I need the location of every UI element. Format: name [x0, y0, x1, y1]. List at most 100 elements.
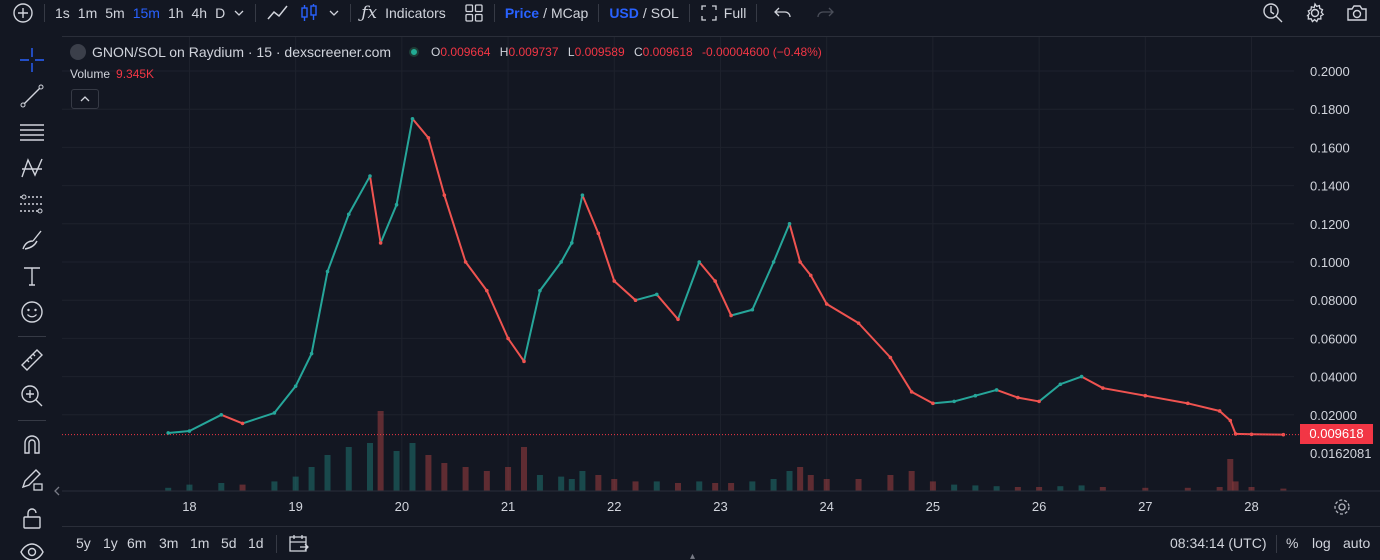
- prediction-tool[interactable]: [16, 188, 48, 220]
- trend-line-tool[interactable]: [16, 80, 48, 112]
- volume-bar: [1216, 487, 1223, 491]
- volume-bar: [271, 481, 278, 491]
- interval-4h[interactable]: 4h: [191, 4, 208, 21]
- price-segment: [188, 413, 222, 432]
- volume-bar: [951, 484, 958, 491]
- interval-1h[interactable]: 1h: [167, 4, 184, 21]
- price-point: [580, 193, 585, 197]
- pattern-tool[interactable]: [16, 152, 48, 184]
- settings-button[interactable]: [1300, 0, 1330, 25]
- ohlc-values: O0.009664 H0.009737 L0.009589 C0.009618 …: [431, 45, 828, 59]
- currency-toggle[interactable]: USD / SOL: [605, 0, 682, 25]
- add-symbol-button[interactable]: [8, 0, 38, 25]
- redo-button[interactable]: [811, 0, 839, 25]
- axis-settings-icon[interactable]: [1332, 497, 1352, 517]
- price-point: [346, 212, 351, 217]
- open-key: O: [431, 45, 441, 59]
- change-value: -0.00004600 (−0.48%): [702, 45, 822, 59]
- range-1y[interactable]: 1y: [103, 535, 118, 551]
- resize-handle-icon[interactable]: ▴: [690, 551, 696, 560]
- range-6m[interactable]: 6m: [127, 535, 147, 551]
- lock-open-icon: [23, 508, 41, 529]
- goto-date-button[interactable]: [288, 533, 310, 558]
- price-point: [1249, 432, 1254, 437]
- indicators-button[interactable]: ƒx Indicators: [357, 0, 450, 25]
- symbol-legend: GNON/SOL on Raydium · 15 · dexscreener.c…: [70, 42, 828, 62]
- price-point: [798, 260, 802, 264]
- interval-1m[interactable]: 1m: [77, 4, 98, 21]
- y-tick-label: 0.1800: [1310, 102, 1350, 117]
- log-scale-toggle[interactable]: log: [1312, 535, 1331, 551]
- price-point: [272, 411, 277, 415]
- close-key: C: [633, 45, 643, 59]
- range-1m[interactable]: 1m: [190, 535, 210, 551]
- layout-templates-button[interactable]: [460, 0, 488, 25]
- price-segment: [788, 223, 802, 263]
- volume-bar: [377, 411, 384, 491]
- last-price-label[interactable]: 0.009618: [1300, 424, 1373, 444]
- range-1d[interactable]: 1d: [248, 535, 264, 551]
- crosshair-tool[interactable]: [16, 44, 48, 76]
- price-option[interactable]: Price: [504, 4, 540, 21]
- price-point: [973, 393, 978, 398]
- interval-dropdown-button[interactable]: [229, 0, 249, 25]
- price-point: [569, 241, 574, 245]
- function-icon: ƒx: [361, 2, 378, 23]
- brush-tool[interactable]: [16, 224, 48, 256]
- text-tool[interactable]: [16, 260, 48, 292]
- interval-5m[interactable]: 5m: [105, 4, 125, 21]
- chart-type-dropdown[interactable]: [324, 0, 344, 25]
- price-point: [994, 388, 999, 392]
- candles-type-button[interactable]: [294, 0, 324, 25]
- magnet-tool[interactable]: [16, 428, 48, 460]
- volume-bar: [1078, 485, 1085, 491]
- screenshot-button[interactable]: [1342, 0, 1372, 25]
- x-tick-label: 26: [1032, 499, 1046, 514]
- horizontal-lines-tool[interactable]: [16, 116, 48, 148]
- volume-bar: [393, 451, 400, 491]
- price-segment: [1102, 387, 1146, 397]
- price-segment: [809, 274, 828, 305]
- price-point: [485, 288, 489, 293]
- zoom-in-tool[interactable]: [16, 380, 48, 412]
- mcap-option[interactable]: MCap: [550, 4, 589, 21]
- fullscreen-button[interactable]: Full: [696, 0, 751, 25]
- usd-option[interactable]: USD: [609, 4, 639, 21]
- toolbar-divider: [756, 3, 758, 22]
- price-segment: [799, 261, 812, 276]
- legend-collapse-button[interactable]: [71, 89, 99, 109]
- interval-15m[interactable]: 15m: [132, 4, 160, 21]
- measure-tool[interactable]: [16, 344, 48, 376]
- interval-1s[interactable]: 1s: [55, 4, 70, 21]
- chart-pane[interactable]: 0.2000 0.1800 0.1600 0.1400 0.1200 0.1000 0.08…: [62, 36, 1380, 560]
- price-point: [856, 321, 861, 325]
- price-segment: [953, 394, 976, 403]
- slash-separator: /: [543, 4, 547, 21]
- stay-in-drawing-tool[interactable]: [16, 464, 48, 496]
- volume-bar: [1248, 487, 1255, 491]
- range-5d[interactable]: 5d: [221, 535, 237, 551]
- interval-d[interactable]: D: [215, 4, 226, 21]
- lock-drawings-tool[interactable]: [16, 502, 48, 534]
- range-3m[interactable]: 3m: [159, 535, 179, 551]
- collapse-toolbar-button[interactable]: [52, 484, 62, 504]
- hide-drawings-tool[interactable]: [16, 536, 48, 560]
- price-point: [612, 279, 617, 283]
- price-mcap-toggle[interactable]: Price / MCap: [501, 0, 593, 25]
- symbol-title[interactable]: GNON/SOL on Raydium · 15 · dexscreener.c…: [92, 44, 392, 60]
- quick-search-button[interactable]: [1258, 0, 1288, 25]
- sol-option[interactable]: SOL: [650, 4, 679, 21]
- emoji-tool[interactable]: [16, 296, 48, 328]
- tools-divider: [18, 336, 46, 337]
- auto-scale-toggle[interactable]: auto: [1343, 535, 1371, 551]
- price-point: [410, 116, 415, 121]
- utc-clock[interactable]: 08:34:14 (UTC): [1170, 535, 1267, 551]
- chart-type-button[interactable]: [262, 0, 294, 25]
- brush-icon: [22, 230, 42, 250]
- undo-button[interactable]: [769, 0, 797, 25]
- range-5y[interactable]: 5y: [76, 535, 91, 551]
- crosshair-icon: [20, 48, 44, 72]
- price-chart[interactable]: 0.2000 0.1800 0.1600 0.1400 0.1200 0.1000 0.08…: [62, 37, 1380, 527]
- percent-scale-toggle[interactable]: %: [1286, 535, 1299, 551]
- volume-bar: [568, 479, 575, 491]
